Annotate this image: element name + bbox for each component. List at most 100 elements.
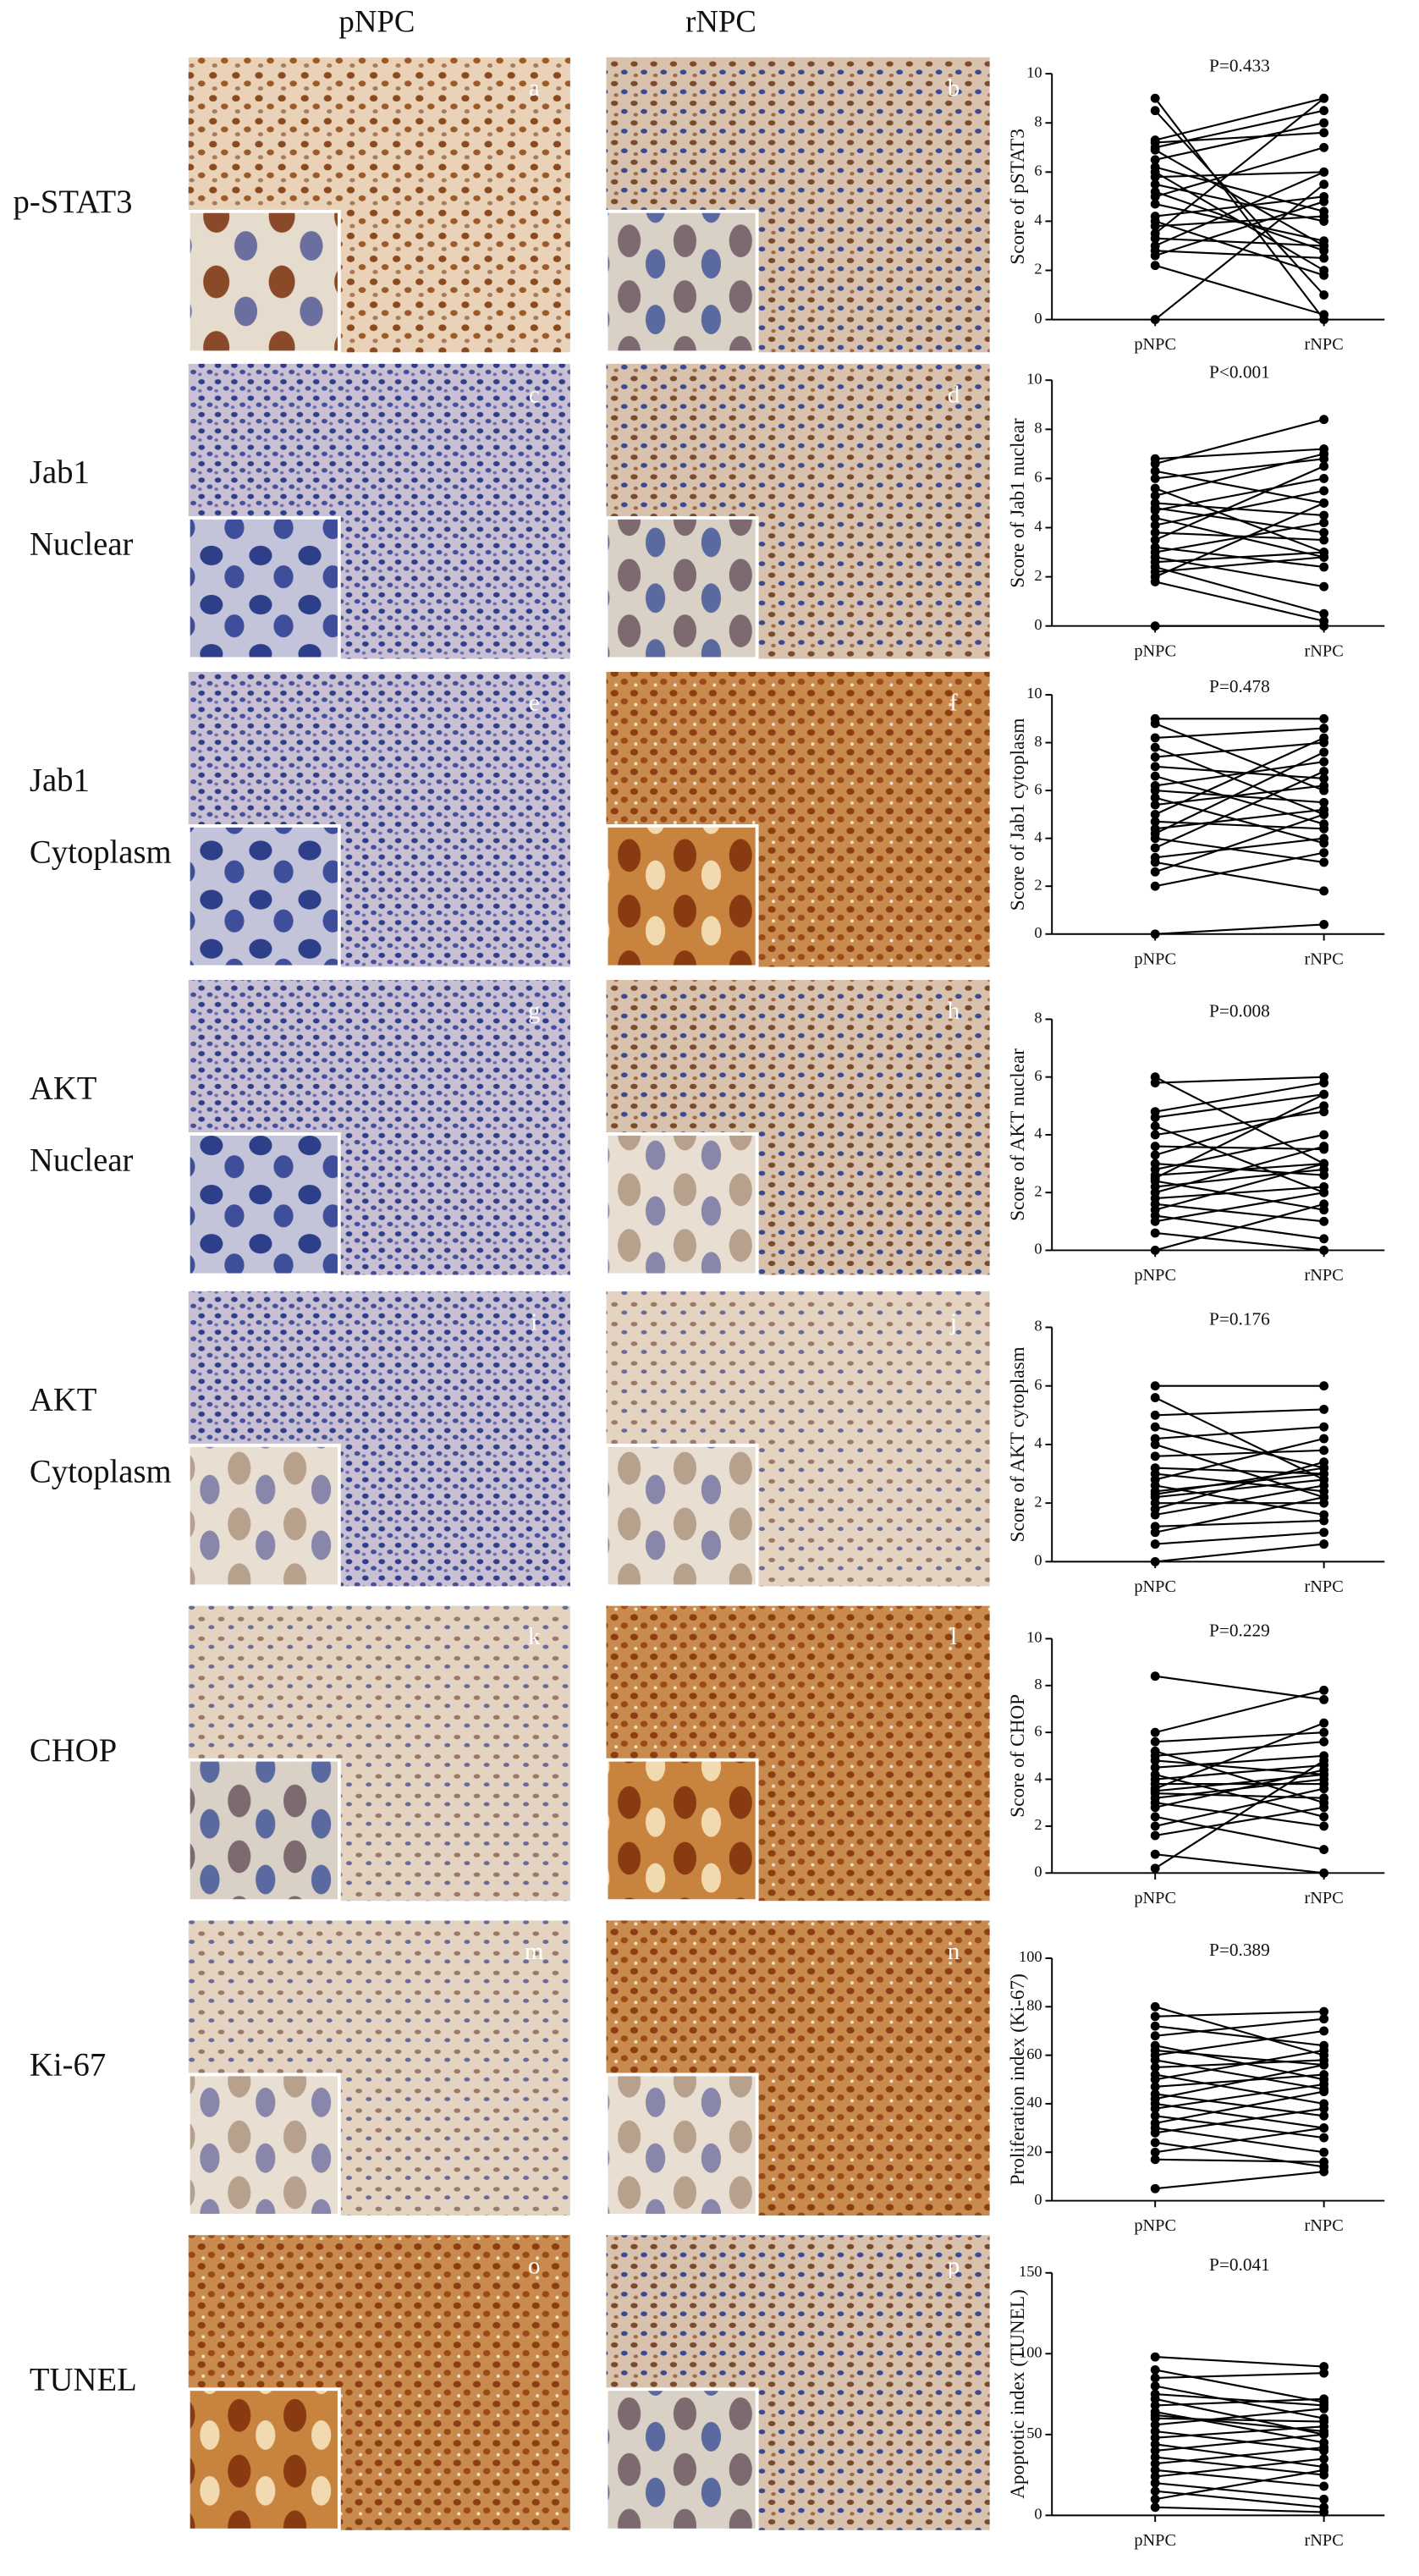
data-point bbox=[1319, 253, 1329, 263]
pair-line bbox=[1155, 2141, 1324, 2168]
data-point bbox=[1319, 1868, 1329, 1878]
data-point bbox=[1319, 310, 1329, 320]
pair-line bbox=[1154, 171, 1325, 247]
data-point bbox=[1150, 2045, 1160, 2056]
data-point bbox=[1319, 2494, 1329, 2504]
data-point bbox=[1150, 1150, 1160, 1160]
y-tick-label: 4 bbox=[1034, 828, 1042, 845]
row-label: p-STAT3 bbox=[14, 184, 133, 220]
p-value: P=0.478 bbox=[1209, 676, 1270, 696]
data-point bbox=[1319, 848, 1329, 858]
data-point bbox=[1150, 1113, 1160, 1122]
data-point bbox=[1319, 1793, 1329, 1803]
y-tick-label: 40 bbox=[1026, 2094, 1042, 2111]
pair-line bbox=[1154, 1076, 1325, 1165]
data-point bbox=[1150, 2458, 1160, 2469]
pair-line bbox=[1154, 1426, 1324, 1469]
data-point bbox=[1319, 128, 1329, 138]
y-tick-label: 10 bbox=[1026, 685, 1042, 702]
data-point bbox=[1150, 179, 1160, 190]
pair-line bbox=[1155, 1754, 1324, 1769]
row-label: Jab1 bbox=[30, 454, 90, 490]
pair-line bbox=[1155, 1519, 1324, 1527]
pair-line bbox=[1154, 1759, 1325, 1869]
pair-line bbox=[1155, 1110, 1324, 1137]
pair-line bbox=[1154, 1093, 1325, 1180]
micrograph-inset bbox=[604, 1443, 759, 1588]
panel-letter: f bbox=[949, 689, 958, 716]
data-point bbox=[1319, 1381, 1329, 1391]
pair-line bbox=[1154, 1461, 1324, 1511]
data-point bbox=[1150, 828, 1160, 839]
x-tick-label: pNPC bbox=[1134, 949, 1176, 968]
pair-line bbox=[1155, 1082, 1324, 1113]
data-point bbox=[1150, 2478, 1160, 2488]
pair-line bbox=[1155, 1472, 1324, 1493]
data-point bbox=[1150, 138, 1160, 147]
micrograph-inset bbox=[186, 2387, 341, 2532]
pair-line bbox=[1155, 1806, 1324, 1837]
micrograph-inset bbox=[604, 209, 759, 355]
data-point bbox=[1319, 1089, 1329, 1099]
data-point bbox=[1150, 2364, 1160, 2375]
pair-line bbox=[1155, 2115, 1324, 2139]
pair-line bbox=[1154, 851, 1324, 888]
panel-letter: a bbox=[529, 74, 540, 102]
y-tick-label: 0 bbox=[1034, 1552, 1042, 1569]
pair-line bbox=[1155, 458, 1324, 480]
data-point bbox=[1150, 513, 1160, 523]
pair-line bbox=[1155, 2171, 1324, 2190]
pair-line bbox=[1154, 796, 1324, 845]
data-point bbox=[1150, 459, 1160, 469]
data-point bbox=[1150, 1556, 1160, 1566]
data-point bbox=[1150, 1422, 1160, 1432]
data-point bbox=[1150, 2155, 1160, 2165]
data-point bbox=[1150, 483, 1160, 493]
data-point bbox=[1150, 800, 1160, 810]
pair-line bbox=[1155, 808, 1324, 830]
pair-line bbox=[1155, 2059, 1324, 2090]
data-point bbox=[1319, 486, 1329, 496]
pair-line bbox=[1155, 1203, 1324, 1223]
column-header: rNPC bbox=[685, 3, 756, 38]
column-header: pNPC bbox=[338, 3, 415, 38]
pair-line bbox=[1155, 2158, 1324, 2163]
pair-line bbox=[1154, 97, 1324, 141]
panel-letter: p bbox=[948, 2253, 960, 2280]
data-point bbox=[1150, 1539, 1160, 1549]
data-point bbox=[1150, 2452, 1160, 2462]
pair-line bbox=[1155, 1853, 1324, 1874]
pair-line bbox=[1154, 581, 1324, 622]
panel-letter: o bbox=[528, 2253, 541, 2280]
y-tick-label: 0 bbox=[1034, 310, 1042, 327]
data-point bbox=[1319, 920, 1329, 929]
data-point bbox=[1150, 843, 1160, 853]
x-tick-label: rNPC bbox=[1304, 1266, 1343, 1285]
data-point bbox=[1150, 199, 1160, 209]
data-point bbox=[1150, 929, 1160, 939]
pair-line bbox=[1155, 1478, 1324, 1499]
data-point bbox=[1150, 2082, 1160, 2092]
data-point bbox=[1150, 1173, 1160, 1183]
data-point bbox=[1150, 733, 1160, 743]
y-tick-label: 8 bbox=[1034, 1676, 1042, 1693]
pair-line bbox=[1155, 1531, 1324, 1545]
data-point bbox=[1150, 466, 1160, 476]
data-point bbox=[1319, 2368, 1329, 2378]
pair-line bbox=[1154, 1769, 1324, 1808]
pair-line bbox=[1155, 923, 1324, 935]
data-point bbox=[1319, 1527, 1329, 1538]
data-point bbox=[1319, 535, 1329, 545]
data-point bbox=[1150, 752, 1160, 762]
pair-line bbox=[1155, 1773, 1324, 1792]
data-point bbox=[1319, 1492, 1329, 1502]
y-tick-label: 10 bbox=[1026, 63, 1042, 80]
data-point bbox=[1319, 562, 1329, 572]
pair-line bbox=[1155, 1675, 1324, 1701]
data-point bbox=[1319, 474, 1329, 483]
panel-letter: c bbox=[529, 381, 540, 408]
panel-letter: i bbox=[531, 1308, 537, 1335]
row-label: AKT bbox=[30, 1071, 97, 1107]
pair-line bbox=[1155, 2397, 1324, 2407]
